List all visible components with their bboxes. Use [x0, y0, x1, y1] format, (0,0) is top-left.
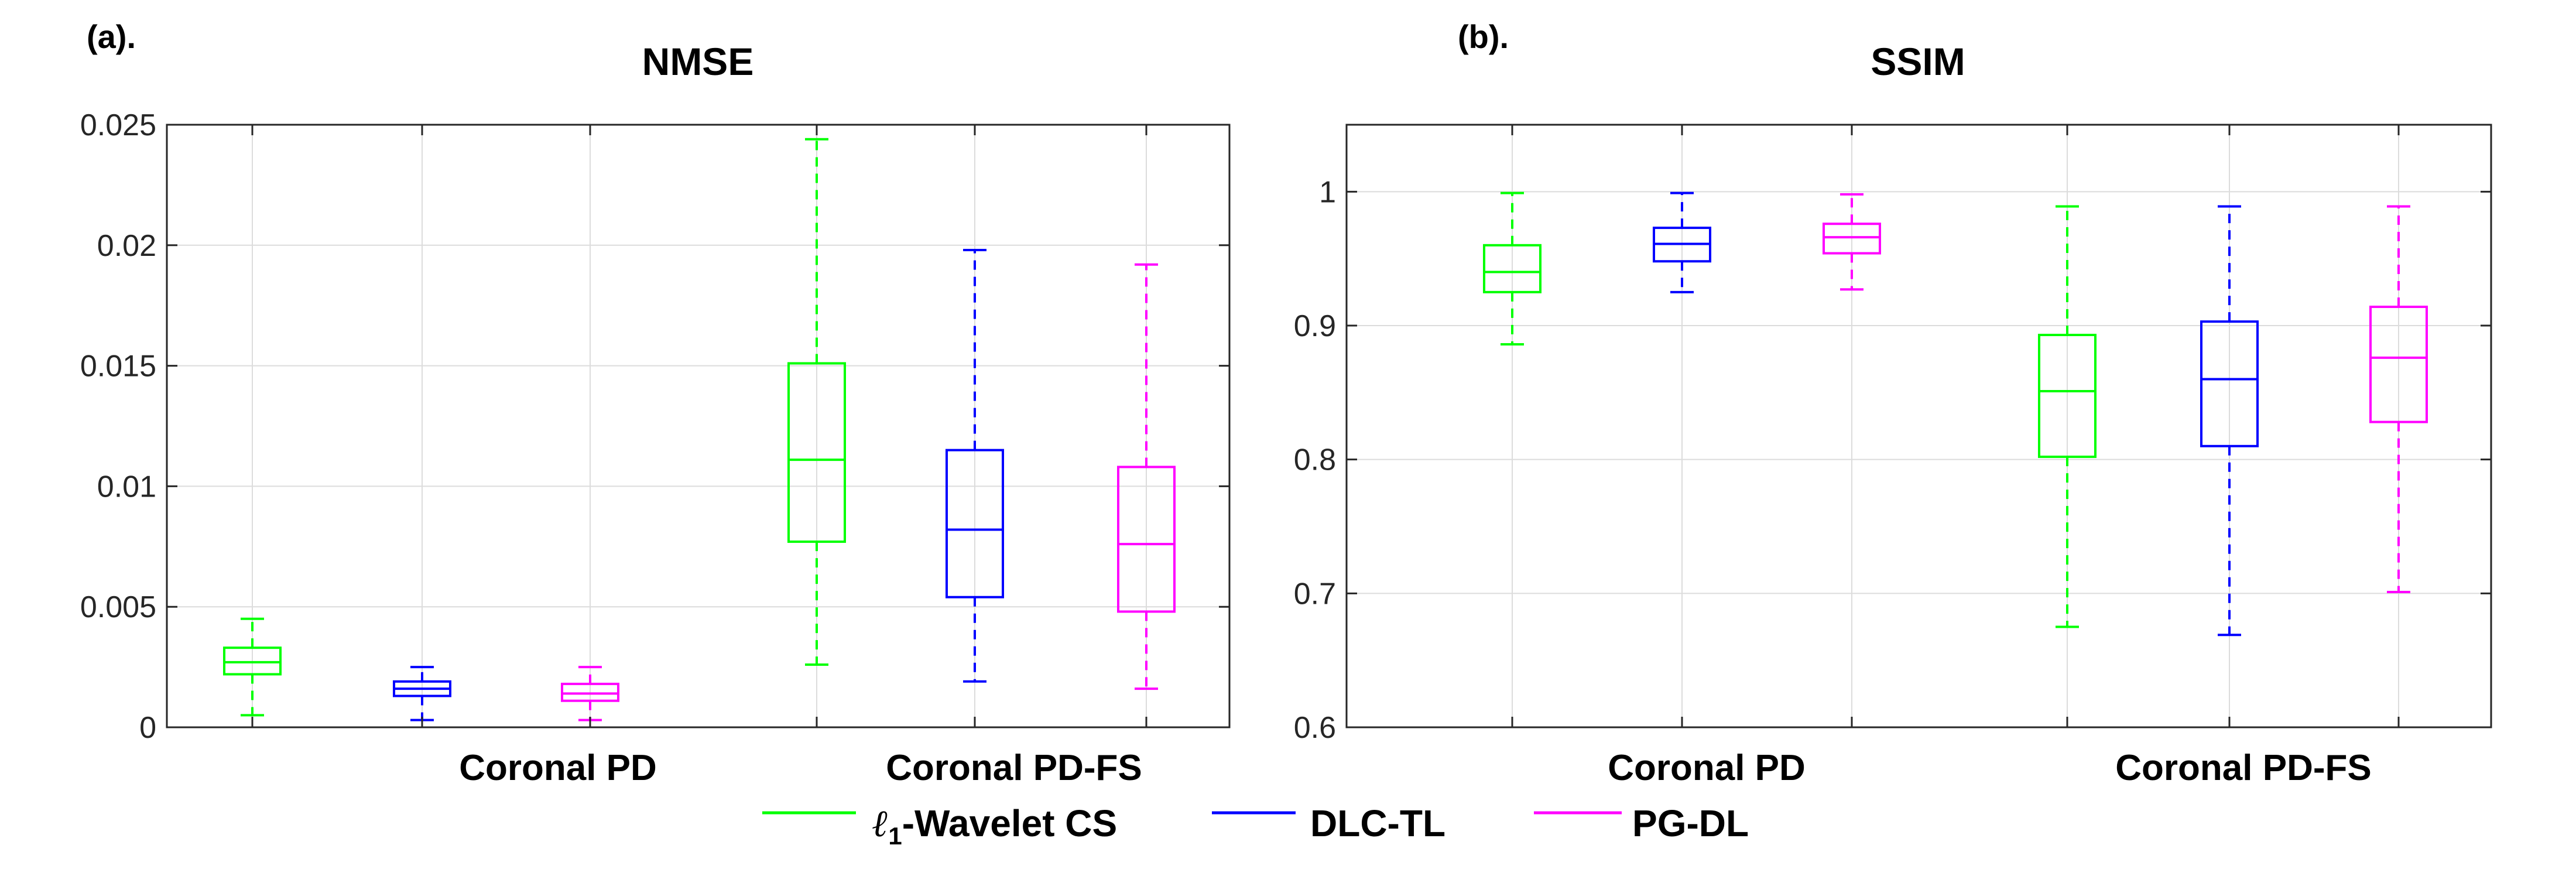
chart-title: SSIM [1871, 40, 1965, 83]
box-dlc-tl-coronal-pd-fs [2200, 320, 2259, 447]
box-1-wavelet-cs-coronal-pd-fs [2038, 334, 2097, 459]
nmse-panel: (a). NMSE 0 0.005 0.01 0.015 0.02 0.025 Coronal … [80, 18, 1231, 788]
legend-label-dlc-tl: DLC-TL [1310, 802, 1445, 844]
group-label-coronal-pd: Coronal PD [459, 748, 657, 788]
ssim-panel: (b). SSIM 0.6 0.7 0.8 0.9 1 Coronal PD Coronal P… [1294, 18, 2492, 788]
y-tick-label: 0.01 [97, 470, 156, 504]
y-tick-label: 0.6 [1294, 711, 1336, 745]
box-pg-dl-coronal-pd-fs [2369, 305, 2428, 423]
y-tick-label: 0.025 [80, 108, 156, 142]
box-pg-dl-coronal-pd-fs [1117, 466, 1176, 613]
y-tick-label: 0.7 [1294, 577, 1336, 611]
legend-label-pg-dl: PG-DL [1632, 802, 1749, 844]
y-tick-label: 0.8 [1294, 443, 1336, 477]
legend-label-l1-wavelet-cs: ℓ1-Wavelet CS [872, 802, 1117, 850]
legend: ℓ1-Wavelet CS DLC-TL PG-DL [762, 802, 1749, 850]
group-label-coronal-pd: Coronal PD [1608, 748, 1806, 788]
group-label-coronal-pd-fs: Coronal PD-FS [886, 748, 1142, 788]
box-pg-dl-coronal-pd [1823, 223, 1881, 255]
y-tick-label: 0.015 [80, 350, 156, 384]
box-dlc-tl-coronal-pd-fs [946, 449, 1004, 598]
y-tick-label: 0.005 [80, 590, 156, 624]
panel-label: (b). [1458, 18, 1509, 55]
axes-frame [166, 124, 1231, 728]
chart-title: NMSE [642, 40, 754, 83]
box-pg-dl-coronal-pd [561, 682, 619, 702]
box-1-wavelet-cs-coronal-pd [1483, 244, 1542, 293]
y-tick-label: 0.02 [97, 229, 156, 263]
axes-frame [1345, 124, 2492, 728]
y-tick-label: 0.9 [1294, 309, 1336, 343]
y-tick-label: 0 [139, 711, 156, 745]
group-label-coronal-pd-fs: Coronal PD-FS [2115, 748, 2371, 788]
box-1-wavelet-cs-coronal-pd [223, 646, 282, 676]
y-tick-label: 1 [1319, 175, 1336, 209]
panel-label: (a). [87, 18, 136, 55]
box-1-wavelet-cs-coronal-pd-fs [787, 362, 846, 543]
